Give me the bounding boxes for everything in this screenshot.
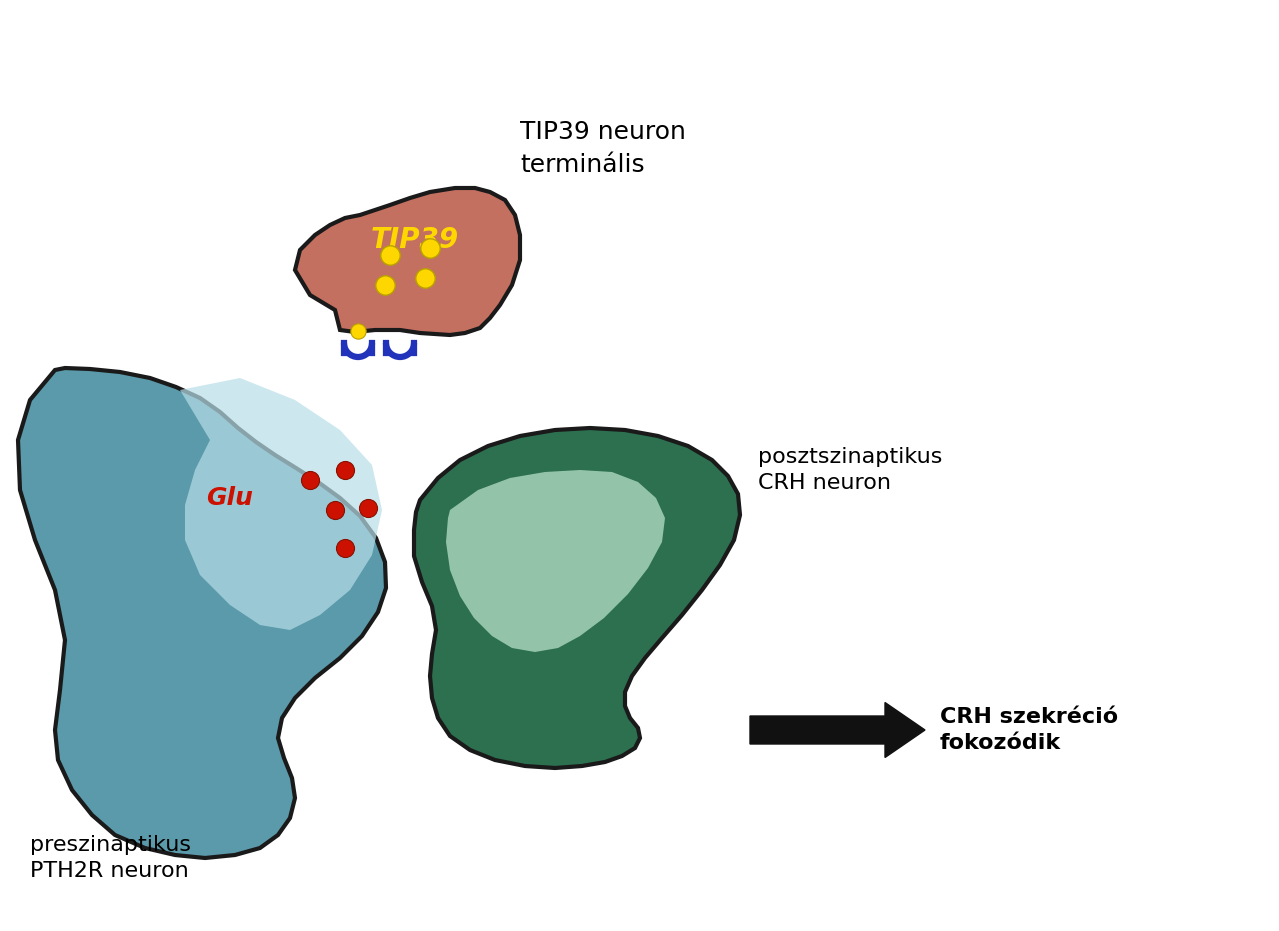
Polygon shape [295, 188, 521, 335]
FancyArrow shape [749, 703, 925, 758]
Text: posztszinaptikus
CRH neuron: posztszinaptikus CRH neuron [758, 447, 943, 493]
Polygon shape [180, 378, 382, 630]
Text: PTH2R: PTH2R [334, 383, 426, 407]
Polygon shape [446, 470, 665, 652]
Text: TIP39 neuron
terminális: TIP39 neuron terminális [521, 120, 686, 178]
Polygon shape [18, 368, 386, 858]
Text: TIP39: TIP39 [371, 226, 459, 254]
Text: preszinaptikus
PTH2R neuron: preszinaptikus PTH2R neuron [29, 835, 191, 882]
Text: Glu: Glu [207, 486, 253, 510]
Polygon shape [414, 428, 741, 768]
Text: CRH szekréció
fokozódik: CRH szekréció fokozódik [940, 707, 1118, 753]
